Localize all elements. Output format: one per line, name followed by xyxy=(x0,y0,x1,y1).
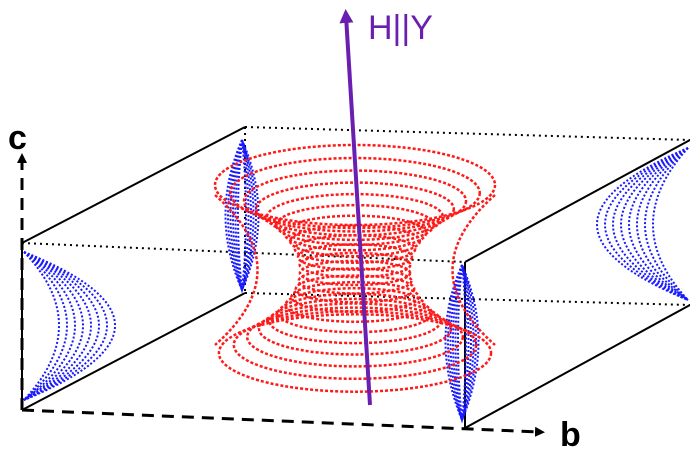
hourglass-ring xyxy=(295,235,415,262)
right-crescent xyxy=(605,148,688,300)
hourglass-ring xyxy=(234,311,476,379)
field-label: H||Y xyxy=(368,9,433,47)
right-crescent xyxy=(629,148,688,300)
left-crescent xyxy=(24,252,115,400)
diagram: H||Y c b xyxy=(0,0,690,452)
right-crescent xyxy=(645,148,688,300)
hourglass-ring xyxy=(267,194,443,240)
left-crescent xyxy=(24,252,91,400)
left-crescent xyxy=(24,252,99,400)
field-arrow xyxy=(346,16,370,405)
right-crescent xyxy=(613,148,688,300)
c-axis-label: c xyxy=(8,119,27,157)
hourglass-ring xyxy=(269,299,440,343)
right-crescent xyxy=(621,148,688,300)
b-axis-label: b xyxy=(560,416,581,452)
left-crescent xyxy=(24,252,107,400)
right-crescent xyxy=(597,148,688,300)
